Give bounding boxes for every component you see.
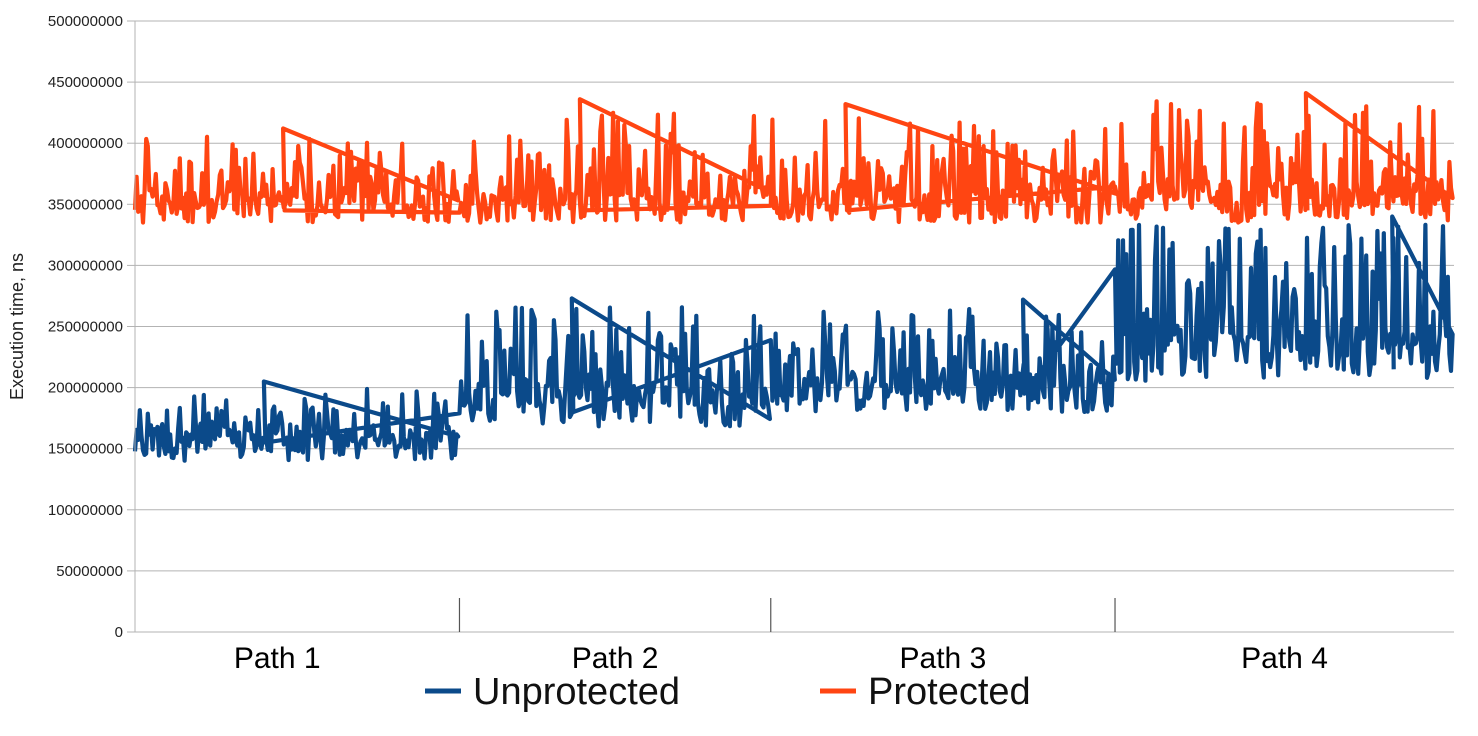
legend: Unprotected Protected xyxy=(425,671,1031,713)
series-lines xyxy=(132,91,1455,463)
y-tick-label: 350000000 xyxy=(48,196,123,213)
y-tick-labels: 0 50000000 100000000 150000000 200000000 2500… xyxy=(48,13,123,641)
y-tick-label: 250000000 xyxy=(48,319,123,336)
series-line-protected xyxy=(132,91,1455,225)
y-tick-label: 400000000 xyxy=(48,135,123,152)
y-tick-label: 150000000 xyxy=(48,441,123,458)
y-tick-label: 200000000 xyxy=(48,380,123,397)
y-tick-label: 0 xyxy=(115,624,123,641)
category-label: Path 2 xyxy=(572,642,659,675)
axes xyxy=(134,21,1454,633)
series-line-unprotected xyxy=(132,214,1455,463)
category-label: Path 1 xyxy=(234,642,321,675)
y-tick-label: 300000000 xyxy=(48,257,123,274)
legend-label-unprotected: Unprotected xyxy=(473,671,680,713)
category-labels: Path 1 Path 2 Path 3 Path 4 xyxy=(234,642,1328,675)
gridlines xyxy=(127,20,1454,633)
y-tick-label: 50000000 xyxy=(56,563,123,580)
y-tick-label: 100000000 xyxy=(48,502,123,519)
y-tick-label: 450000000 xyxy=(48,74,123,91)
y-axis-label: Execution time, ns xyxy=(7,253,27,400)
category-label: Path 4 xyxy=(1241,642,1328,675)
category-label: Path 3 xyxy=(900,642,987,675)
legend-label-protected: Protected xyxy=(868,671,1031,713)
y-tick-label: 500000000 xyxy=(48,13,123,30)
